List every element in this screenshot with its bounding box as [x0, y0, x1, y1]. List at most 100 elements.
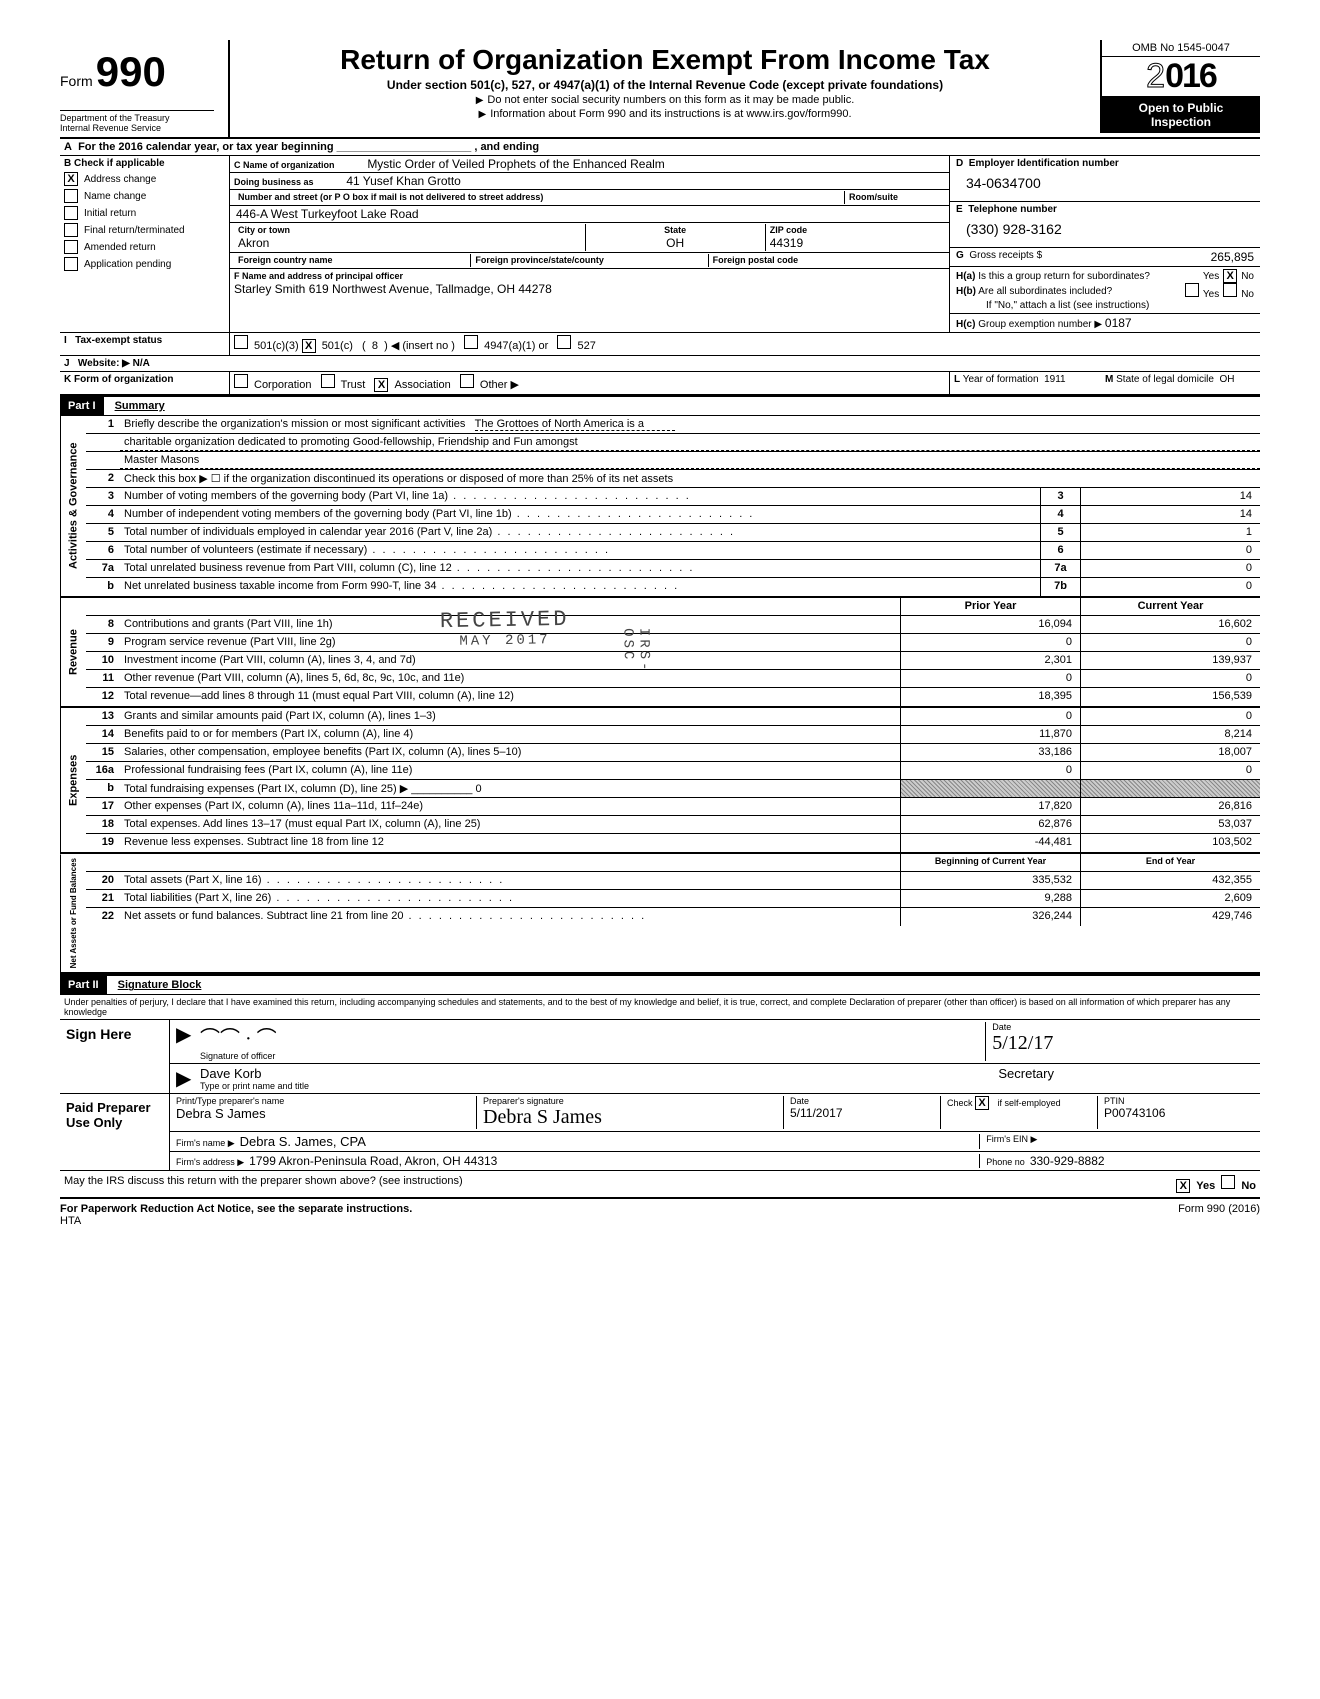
k-letter: K [64, 374, 71, 385]
chk-other[interactable] [460, 374, 474, 388]
chk-address-change[interactable]: XAddress change [64, 172, 225, 186]
line-value: 1 [1080, 524, 1260, 541]
prior-value: 0 [900, 634, 1080, 651]
table-row: 16a Professional fundraising fees (Part … [86, 762, 1260, 780]
table-row: 7a Total unrelated business revenue from… [86, 560, 1260, 578]
col-b: B Check if applicable XAddress change Na… [60, 156, 230, 332]
chk-501c3[interactable] [234, 335, 248, 349]
line-num: b [86, 780, 120, 797]
checkbox-icon: X [64, 172, 78, 186]
line-num: 8 [86, 616, 120, 633]
chk-assoc[interactable]: X [374, 378, 388, 392]
state-value: OH [666, 236, 684, 250]
state-domicile: OH [1220, 374, 1235, 385]
current-value: 156,539 [1080, 688, 1260, 706]
section-bcd: B Check if applicable XAddress change Na… [60, 156, 1260, 333]
ha-letter: H(a) [956, 271, 975, 282]
dba-value: 41 Yusef Khan Grotto [316, 174, 461, 188]
current-value: 0 [1080, 634, 1260, 651]
table-row: 14 Benefits paid to or for members (Part… [86, 726, 1260, 744]
city-row: City or townAkron StateOH ZIP code44319 [230, 223, 949, 253]
current-value: 0 [1080, 708, 1260, 725]
no-label: No [1241, 271, 1254, 282]
table-row: 9 Program service revenue (Part VIII, li… [86, 634, 1260, 652]
street-row: Number and street (or P O box if mail is… [230, 190, 949, 206]
table-row: 8 Contributions and grants (Part VIII, l… [86, 616, 1260, 634]
line-num: 4 [86, 506, 120, 523]
current-value: 8,214 [1080, 726, 1260, 743]
name-label: Name of organization [243, 160, 335, 170]
dba-row: Doing business as 41 Yusef Khan Grotto [230, 173, 949, 190]
line-desc: Number of voting members of the governin… [120, 488, 1040, 505]
phone-label: Phone no [986, 1157, 1025, 1167]
row-k: K Form of organization Corporation Trust… [60, 372, 1260, 395]
line-desc: Check this box ▶ ☐ if the organization d… [120, 470, 1260, 487]
hb-no-chk[interactable] [1223, 283, 1237, 297]
table-row: 3 Number of voting members of the govern… [86, 488, 1260, 506]
table-row: 15 Salaries, other compensation, employe… [86, 744, 1260, 762]
col-c: C Name of organization Mystic Order of V… [230, 156, 950, 332]
self-employed-chk[interactable]: X [975, 1096, 989, 1110]
ha-yes-chk[interactable]: X [1223, 269, 1237, 283]
line-desc: Total fundraising expenses (Part IX, col… [120, 780, 900, 797]
line-desc: Total liabilities (Part X, line 26) [120, 890, 900, 907]
table-row: 13 Grants and similar amounts paid (Part… [86, 708, 1260, 726]
chk-final-return[interactable]: Final return/terminated [64, 223, 225, 237]
box-num: 7b [1040, 578, 1080, 596]
chk-amended[interactable]: Amended return [64, 240, 225, 254]
hdr-current: Current Year [1080, 598, 1260, 615]
form-number-box: Form 990 Department of the Treasury Inte… [60, 40, 230, 137]
arrow-icon: ▶ [176, 1066, 200, 1091]
main-title: Return of Organization Exempt From Incom… [240, 44, 1090, 76]
hb-note: If "No," attach a list (see instructions… [956, 300, 1254, 311]
line-num: 20 [86, 872, 120, 889]
gross-value: 265,895 [1211, 250, 1254, 264]
line-num: 10 [86, 652, 120, 669]
chk-initial-return[interactable]: Initial return [64, 206, 225, 220]
stamp-received: RECEIVED [440, 607, 570, 634]
checkbox-icon [64, 240, 78, 254]
line-num: 2 [86, 470, 120, 487]
chk-corp[interactable] [234, 374, 248, 388]
chk-name-change[interactable]: Name change [64, 189, 225, 203]
beginning-value: 326,244 [900, 908, 1080, 926]
prior-value: 18,395 [900, 688, 1080, 706]
line-num: 3 [86, 488, 120, 505]
hb-yes-chk[interactable] [1185, 283, 1199, 297]
discuss-no-chk[interactable] [1221, 1175, 1235, 1189]
open-line2: Inspection [1106, 115, 1256, 129]
discuss-text: May the IRS discuss this return with the… [64, 1175, 463, 1193]
fpc-label: Foreign postal code [713, 255, 799, 265]
box-num: 5 [1040, 524, 1080, 541]
sig-label: Signature of officer [200, 1051, 275, 1061]
chk-501c[interactable]: X [302, 339, 316, 353]
chk-trust[interactable] [321, 374, 335, 388]
line-num: 6 [86, 542, 120, 559]
chk-4947[interactable] [464, 335, 478, 349]
line-desc: Net assets or fund balances. Subtract li… [120, 908, 900, 926]
j-label: Website: ▶ [78, 358, 130, 369]
hb-text: Are all subordinates included? [978, 286, 1112, 297]
prior-value: -44,481 [900, 834, 1080, 852]
hb-letter: H(b) [956, 286, 976, 297]
chk-application-pending[interactable]: Application pending [64, 257, 225, 271]
beginning-value: 335,532 [900, 872, 1080, 889]
yes-label: Yes [1203, 271, 1219, 282]
end-value: 429,746 [1080, 908, 1260, 926]
part-2-header: Part II Signature Block [60, 974, 1260, 995]
line-value: 14 [1080, 488, 1260, 505]
discuss-yes-chk[interactable]: X [1176, 1179, 1190, 1193]
line-desc: Total number of individuals employed in … [120, 524, 1040, 541]
chk-527[interactable] [557, 335, 571, 349]
prep-sig-label: Preparer's signature [483, 1096, 564, 1106]
l-letter: L [954, 374, 960, 385]
table-row: 20 Total assets (Part X, line 16) 335,53… [86, 872, 1260, 890]
prep-signature: Debra S James [483, 1106, 602, 1128]
line-desc: Total assets (Part X, line 16) [120, 872, 900, 889]
row-a-text: For the 2016 calendar year, or tax year … [78, 141, 539, 153]
box-num: 3 [1040, 488, 1080, 505]
table-row: 19 Revenue less expenses. Subtract line … [86, 834, 1260, 852]
g-letter: G [956, 250, 964, 261]
line-num: 13 [86, 708, 120, 725]
opt-trust: Trust [341, 379, 366, 391]
